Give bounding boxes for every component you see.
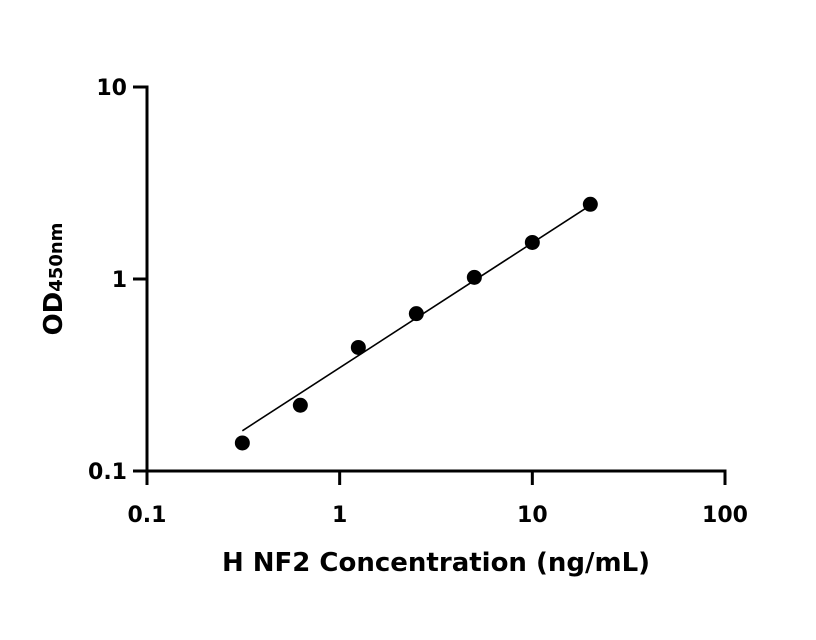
data-point bbox=[582, 196, 598, 212]
x-tick-label: 1 bbox=[332, 503, 347, 528]
y-axis-ticks: 0.1 1 10 bbox=[88, 76, 147, 485]
y-tick-label: 10 bbox=[96, 76, 127, 101]
x-tick-label: 100 bbox=[702, 503, 748, 528]
y-tick-label: 0.1 bbox=[88, 460, 127, 485]
data-points bbox=[234, 196, 598, 451]
x-tick-label: 0.1 bbox=[128, 503, 167, 528]
x-tick-label: 10 bbox=[517, 503, 548, 528]
y-axis-title: OD450nm bbox=[39, 223, 69, 336]
data-point bbox=[234, 435, 250, 451]
x-axis-ticks: 0.1 1 10 100 bbox=[128, 471, 748, 528]
data-point bbox=[524, 234, 540, 250]
data-point bbox=[292, 397, 308, 413]
y-axis-title-main: OD bbox=[39, 292, 69, 336]
data-point bbox=[350, 339, 366, 355]
data-point bbox=[466, 269, 482, 285]
y-tick-label: 1 bbox=[112, 268, 127, 293]
data-point bbox=[408, 306, 424, 322]
y-axis-title-sub: 450nm bbox=[46, 223, 67, 292]
x-axis-title: H NF2 Concentration (ng/mL) bbox=[222, 548, 650, 578]
axes bbox=[145, 85, 727, 473]
